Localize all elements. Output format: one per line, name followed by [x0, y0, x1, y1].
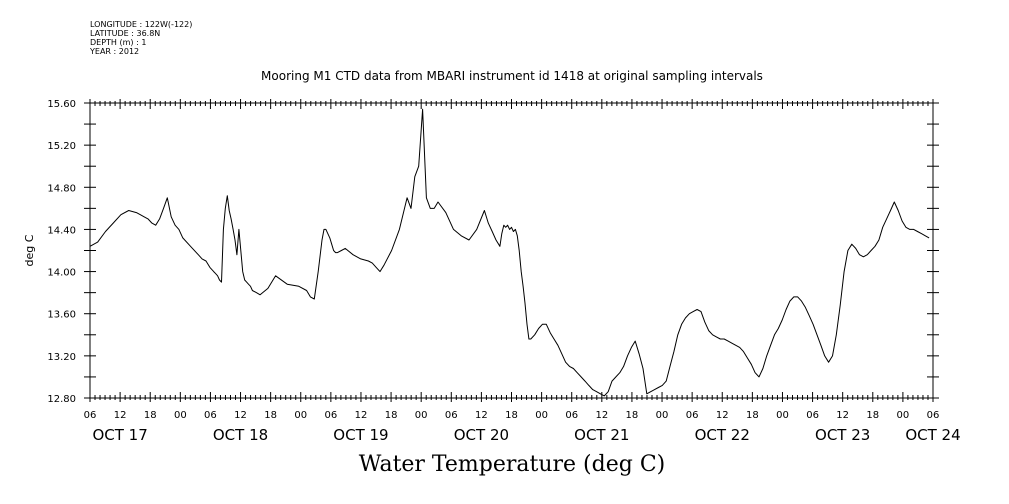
x-day-label: OCT 24 [905, 426, 960, 444]
meta-year: YEAR : 2012 [90, 47, 140, 56]
x-hour-tick-label: 12 [355, 410, 368, 421]
x-day-label: OCT 21 [574, 426, 629, 444]
x-hour-tick-label: 06 [445, 410, 458, 421]
x-hour-tick-label: 06 [686, 410, 699, 421]
x-day-label: OCT 20 [454, 426, 509, 444]
x-day-label: OCT 19 [333, 426, 388, 444]
series-line-water-temperature [89, 108, 930, 397]
x-hour-tick-label: 12 [114, 410, 127, 421]
x-hour-tick-label: 18 [505, 410, 518, 421]
meta-longitude: LONGITUDE : 122W(-122) [90, 20, 193, 29]
x-hour-tick-label: 00 [776, 410, 789, 421]
x-hour-tick-label: 00 [415, 410, 428, 421]
x-hour-tick-label: 06 [927, 410, 940, 421]
x-hour-tick-label: 18 [385, 410, 398, 421]
x-hour-tick-label: 18 [264, 410, 277, 421]
x-hour-tick-label: 12 [716, 410, 729, 421]
x-hour-tick-label: 00 [174, 410, 187, 421]
y-tick-label: 14.40 [47, 225, 76, 236]
x-hour-tick-label: 00 [535, 410, 548, 421]
x-day-label: OCT 17 [92, 426, 147, 444]
x-hour-tick-label: 00 [294, 410, 307, 421]
x-hour-tick-label: 18 [626, 410, 639, 421]
x-hour-tick-label: 06 [324, 410, 337, 421]
x-hour-tick-label: 12 [475, 410, 488, 421]
x-day-label: OCT 18 [213, 426, 268, 444]
x-hour-tick-label: 18 [746, 410, 759, 421]
metadata-block: LONGITUDE : 122W(-122) LATITUDE : 36.8N … [90, 20, 192, 56]
y-tick-label: 14.80 [47, 183, 76, 194]
chart-title: Mooring M1 CTD data from MBARI instrumen… [261, 69, 763, 83]
y-axis-label: deg C [23, 234, 36, 266]
x-hour-tick-label: 12 [234, 410, 247, 421]
x-hour-tick-label: 12 [595, 410, 608, 421]
x-hour-tick-label: 12 [836, 410, 849, 421]
variable-title: Water Temperature (deg C) [358, 452, 666, 477]
y-tick-label: 12.80 [47, 394, 76, 405]
y-tick-label: 15.60 [47, 99, 76, 110]
x-hour-tick-label: 18 [866, 410, 879, 421]
x-hour-tick-label: 06 [84, 410, 97, 421]
x-hour-tick-label: 18 [144, 410, 157, 421]
x-hour-tick-label: 06 [204, 410, 217, 421]
x-day-label: OCT 22 [695, 426, 750, 444]
x-hour-tick-label: 00 [656, 410, 669, 421]
plot-frame [89, 102, 934, 399]
y-tick-label: 13.60 [47, 310, 76, 321]
x-hour-tick-label: 06 [806, 410, 819, 421]
y-tick-label: 14.00 [47, 268, 76, 279]
x-hour-tick-label: 06 [565, 410, 578, 421]
x-day-label: OCT 23 [815, 426, 870, 444]
meta-latitude: LATITUDE : 36.8N [90, 29, 161, 38]
meta-depth: DEPTH (m) : 1 [90, 38, 147, 47]
x-hour-tick-label: 00 [897, 410, 910, 421]
y-tick-label: 13.20 [47, 352, 76, 363]
y-tick-label: 15.20 [47, 141, 76, 152]
